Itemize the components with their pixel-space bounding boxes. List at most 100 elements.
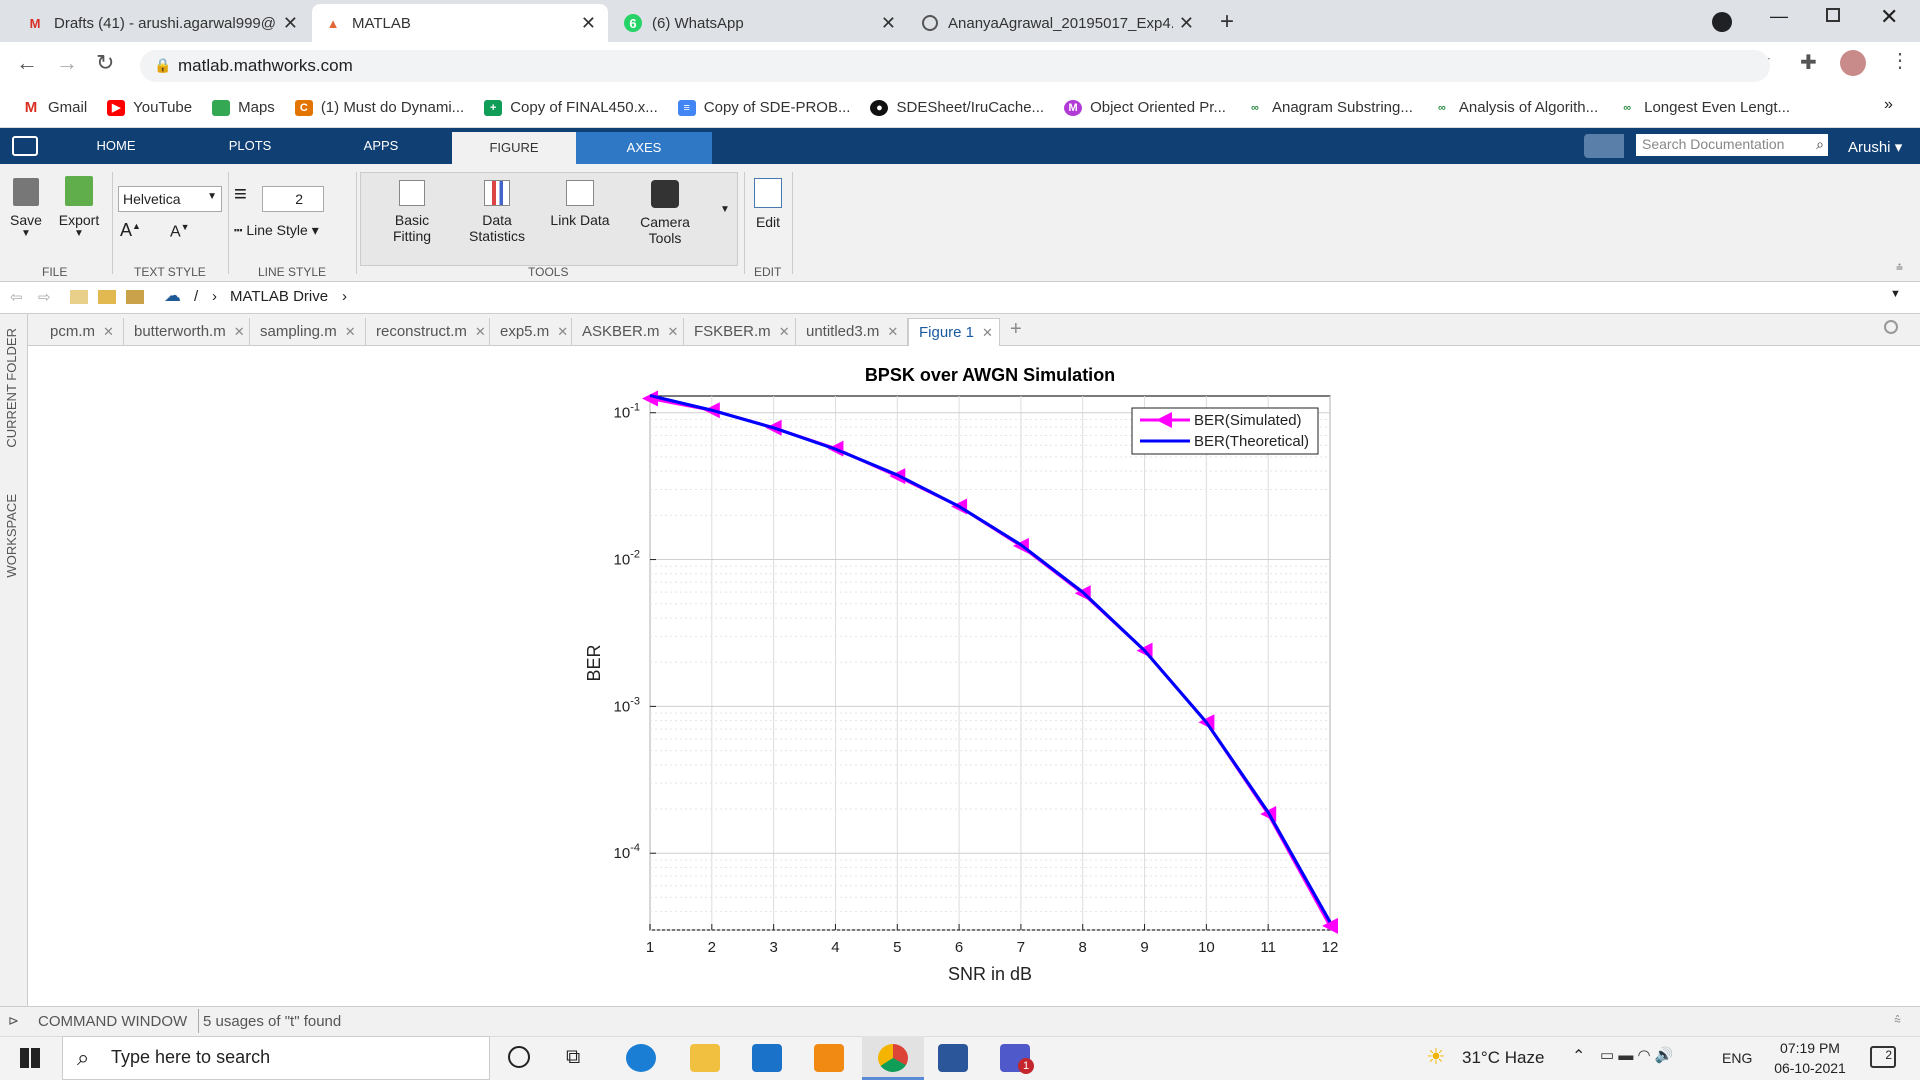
weather-text[interactable]: 31°C Haze [1462,1048,1545,1067]
camera-tools-button[interactable]: Camera Tools [628,180,702,246]
tab-axes[interactable]: AXES [576,132,712,164]
menu-icon[interactable]: ⋮ [1890,50,1910,72]
options-icon[interactable] [1884,320,1898,334]
quick-access-icon[interactable] [1584,134,1624,158]
close-icon[interactable]: ✕ [103,324,114,339]
bookmark-item[interactable]: ∞ Longest Even Lengt... [1618,99,1790,116]
close-window-button[interactable]: ✕ [1880,4,1899,29]
more-bookmarks-icon[interactable]: » [1884,96,1893,113]
close-icon[interactable]: ✕ [667,324,679,339]
file-tab[interactable]: butterworth.m ✕ [124,318,250,346]
close-icon[interactable]: ✕ [1178,12,1194,33]
cortana-icon[interactable] [508,1046,530,1068]
sublime-icon[interactable] [814,1044,844,1072]
increase-font-icon[interactable]: A▲ [120,220,141,240]
windows-start-icon[interactable] [20,1048,40,1068]
clock[interactable]: 07:19 PM 06-10-2021 [1774,1040,1846,1076]
teams-icon[interactable]: 1 [1000,1044,1034,1074]
file-tab[interactable]: exp5.m ✕ [490,318,572,346]
close-icon[interactable]: ✕ [282,12,298,33]
save-button[interactable]: Save ▼ [8,178,44,239]
edge-icon[interactable] [626,1044,656,1072]
new-tab-button[interactable]: + [1220,8,1235,35]
browser-tab-whatsapp[interactable]: 6 (6) WhatsApp ✕ [612,4,908,42]
reload-icon[interactable]: ↻ [96,50,115,75]
minimize-button[interactable]: — [1770,6,1788,26]
expand-icon[interactable]: ⊳ [8,1013,19,1028]
browser-tab-gmail[interactable]: M Drafts (41) - arushi.agarwal999@ ✕ [14,4,310,42]
restore-button[interactable] [1826,8,1840,22]
file-tab[interactable]: ASKBER.m ✕ [572,318,684,346]
current-folder-tab[interactable]: CURRENT FOLDER [4,328,19,448]
tab-figure[interactable]: FIGURE [452,132,576,164]
bookmark-item[interactable]: ▶ YouTube [107,99,192,116]
decrease-font-icon[interactable]: A▼ [170,222,190,241]
close-icon[interactable]: ✕ [474,324,486,339]
basic-fitting-button[interactable]: Basic Fitting [376,180,448,244]
notification-icon[interactable]: 2 [1870,1046,1896,1068]
add-tab-button[interactable]: + [1010,318,1022,340]
taskbar-search-input[interactable]: ⌕ Type here to search [62,1036,490,1080]
close-icon[interactable]: ✕ [880,12,896,33]
bookmark-item[interactable]: M Gmail [22,99,87,116]
data-statistics-button[interactable]: Data Statistics [460,180,534,244]
line-style-dropdown[interactable]: ┅ Line Style ▾ [234,222,319,238]
mail-icon[interactable] [752,1044,782,1072]
tray-chevron-icon[interactable]: ⌃ [1572,1048,1586,1065]
tab-apps[interactable]: APPS [363,138,399,153]
collapse-toolstrip-icon[interactable]: ⩮ [1896,260,1904,274]
close-icon[interactable]: ✕ [557,324,569,339]
workspace-tab[interactable]: WORKSPACE [4,494,19,578]
gallery-expand-icon[interactable]: ▼ [720,204,730,215]
edit-button[interactable]: Edit [748,178,788,230]
bookmark-item[interactable]: Maps [212,99,275,116]
close-icon[interactable]: ✕ [778,324,790,339]
task-view-icon[interactable]: ⧉ [566,1046,581,1068]
avatar[interactable] [1840,50,1866,76]
forward-icon[interactable]: → [56,50,78,75]
browser-tab-doc[interactable]: AnanyaAgrawal_20195017_Exp4. ✕ [910,4,1206,42]
tray-icons[interactable]: ▭ ▬ ◠ 🔊 [1600,1047,1674,1064]
bookmark-item[interactable]: ∞ Anagram Substring... [1246,99,1413,116]
folder-icon[interactable] [126,290,144,304]
file-tab[interactable]: reconstruct.m ✕ [366,318,490,346]
export-button[interactable]: Export ▼ [54,176,104,239]
font-select[interactable]: Helvetica ▼ [118,186,222,212]
profile-menu-icon[interactable] [1712,12,1732,32]
browse-folder-icon[interactable] [98,290,116,304]
bookmark-item[interactable]: + Copy of FINAL450.x... [484,99,658,116]
file-explorer-icon[interactable] [690,1044,720,1072]
tab-home[interactable]: HOME [96,138,136,153]
file-tab[interactable]: sampling.m ✕ [250,318,366,346]
user-menu[interactable]: Arushi ▾ [1848,139,1903,156]
back-icon[interactable]: ⇦ [10,289,23,306]
bookmark-item[interactable]: ● SDESheet/IruCache... [870,99,1044,116]
file-tab[interactable]: FSKBER.m ✕ [684,318,796,346]
close-icon[interactable]: ✕ [982,325,993,340]
back-icon[interactable]: ← [16,50,38,75]
figure-tab[interactable]: Figure 1 ✕ [908,318,1000,346]
breadcrumb[interactable]: MATLAB Drive [230,288,329,305]
extensions-icon[interactable]: ✚ [1800,52,1817,74]
up-folder-icon[interactable] [70,290,88,304]
search-documentation-input[interactable]: Search Documentation ⌕ [1636,134,1828,156]
url-bar[interactable]: 🔒 matlab.mathworks.com [140,50,1770,82]
close-icon[interactable]: ✕ [580,12,596,33]
legend[interactable]: BER(Simulated) BER(Theoretical) [1131,407,1319,455]
collapse-icon[interactable]: ⩯ [1894,1013,1902,1027]
bookmark-item[interactable]: M Object Oriented Pr... [1064,99,1226,116]
tab-plots[interactable]: PLOTS [228,138,272,153]
link-data-button[interactable]: Link Data [542,180,618,228]
language-indicator[interactable]: ENG [1722,1050,1753,1066]
bookmark-item[interactable]: ≡ Copy of SDE-PROB... [677,99,850,116]
close-icon[interactable]: ✕ [887,324,899,339]
bookmark-item[interactable]: ∞ Analysis of Algorith... [1433,99,1598,116]
bookmark-item[interactable]: C (1) Must do Dynami... [294,99,464,116]
line-width-stepper[interactable]: 2 [262,186,324,212]
browser-tab-matlab[interactable]: ▲ MATLAB ✕ [312,4,608,42]
close-icon[interactable]: ✕ [233,324,245,339]
command-window-tab[interactable]: COMMAND WINDOW [38,1013,188,1030]
forward-icon[interactable]: ⇨ [38,289,51,306]
file-tab[interactable]: pcm.m ✕ [40,318,124,346]
file-tab[interactable]: untitled3.m ✕ [796,318,908,346]
